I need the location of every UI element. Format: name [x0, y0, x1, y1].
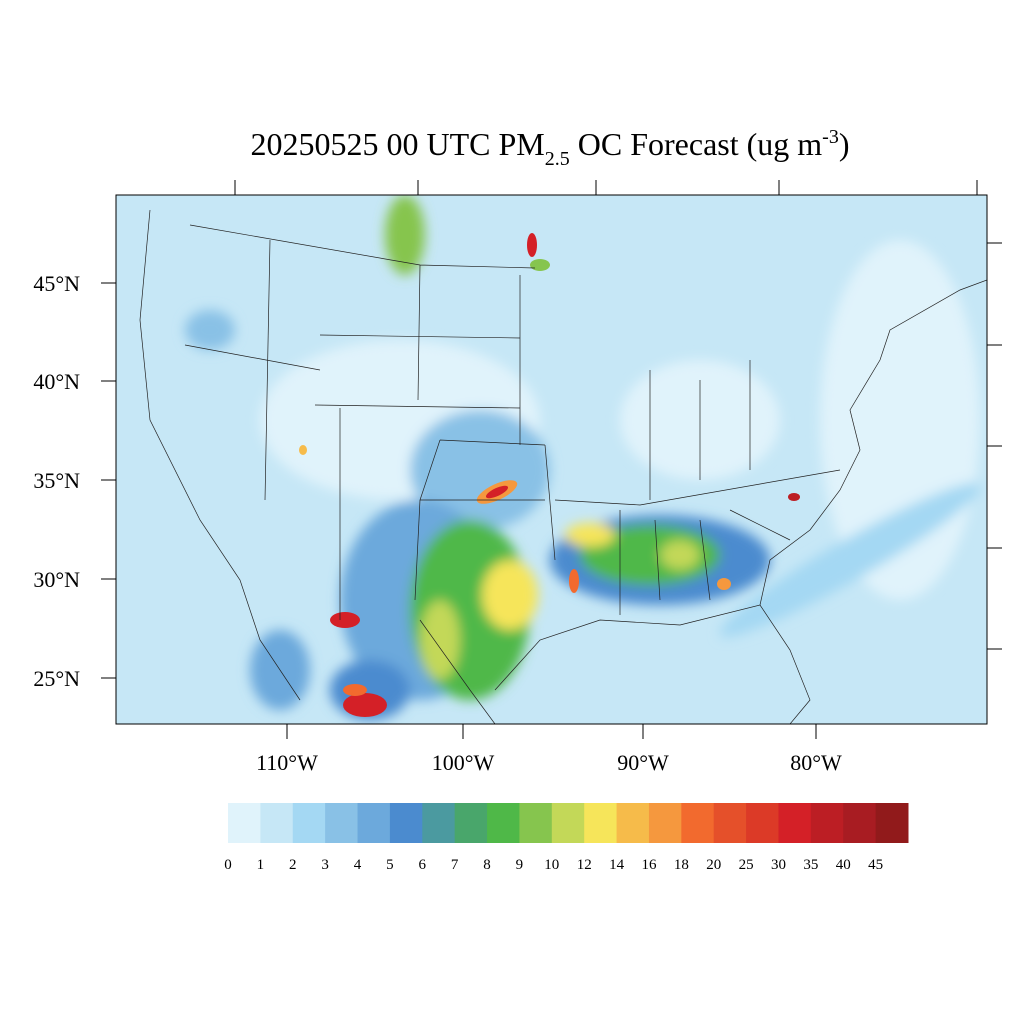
title: 20250525 00 UTC PM2.5 OC Forecast (ug m-…: [251, 126, 850, 170]
colorbar-label: 40: [836, 857, 851, 873]
colorbar-label: 10: [544, 857, 559, 873]
colorbar-box: [389, 803, 423, 843]
colorbar-label: 12: [577, 857, 592, 873]
title-main: 20250525 00 UTC PM: [251, 126, 545, 162]
colorbar-label: 3: [321, 857, 329, 873]
lat-label: 45°N: [33, 271, 80, 296]
lon-label: 80°W: [790, 750, 842, 775]
colorbar-box: [228, 803, 261, 843]
lon-label: 90°W: [617, 750, 669, 775]
colorbar-label: 20: [706, 857, 721, 873]
colorbar-box: [648, 803, 682, 843]
colorbar-box: [551, 803, 585, 843]
lon-label: 110°W: [256, 750, 318, 775]
colorbar-box: [357, 803, 391, 843]
ticks: [101, 180, 1002, 739]
colorbar-label: 25: [739, 857, 754, 873]
colorbar-label: 1: [257, 857, 265, 873]
colorbar-box: [778, 803, 812, 843]
colorbar-box: [422, 803, 456, 843]
title-sup: -3: [822, 126, 839, 148]
colorbar-box: [875, 803, 909, 843]
colorbar-label: 18: [674, 857, 689, 873]
colorbar-box: [584, 803, 618, 843]
map-field: [116, 195, 987, 724]
colorbar-box: [713, 803, 747, 843]
colorbar-box: [746, 803, 779, 843]
lat-label: 30°N: [33, 567, 80, 592]
lat-label: 40°N: [33, 369, 80, 394]
colorbar-label: 2: [289, 857, 297, 873]
colorbar-box: [519, 803, 553, 843]
lat-label: 25°N: [33, 666, 80, 691]
colorbar-label: 16: [641, 857, 657, 873]
colorbar-label: 45: [868, 857, 883, 873]
colorbar-box: [681, 803, 715, 843]
colorbar-label: 30: [771, 857, 786, 873]
colorbar-label: 6: [419, 857, 427, 873]
title-sub: 2.5: [545, 148, 570, 170]
colorbar-box: [325, 803, 359, 843]
lon-label: 100°W: [432, 750, 495, 775]
colorbar-label: 8: [483, 857, 491, 873]
title-mid: OC Forecast (ug m: [570, 126, 823, 162]
colorbar-box: [454, 803, 488, 843]
colorbar-label: 5: [386, 857, 394, 873]
colorbar-label: 0: [224, 857, 232, 873]
colorbar-box: [810, 803, 844, 843]
colorbar-label: 9: [516, 857, 524, 873]
colorbar-box: [260, 803, 294, 843]
colorbar-label: 35: [803, 857, 818, 873]
colorbar-box: [487, 803, 520, 843]
colorbar-box: [616, 803, 650, 843]
colorbar-label: 7: [451, 857, 459, 873]
colorbar-label: 4: [354, 857, 362, 873]
colorbar-box: [843, 803, 877, 843]
map-frame: [115, 194, 988, 725]
lat-label: 35°N: [33, 468, 80, 493]
colorbar-label: 14: [609, 857, 625, 873]
colorbar-box: [292, 803, 326, 843]
title-end: ): [839, 126, 850, 162]
